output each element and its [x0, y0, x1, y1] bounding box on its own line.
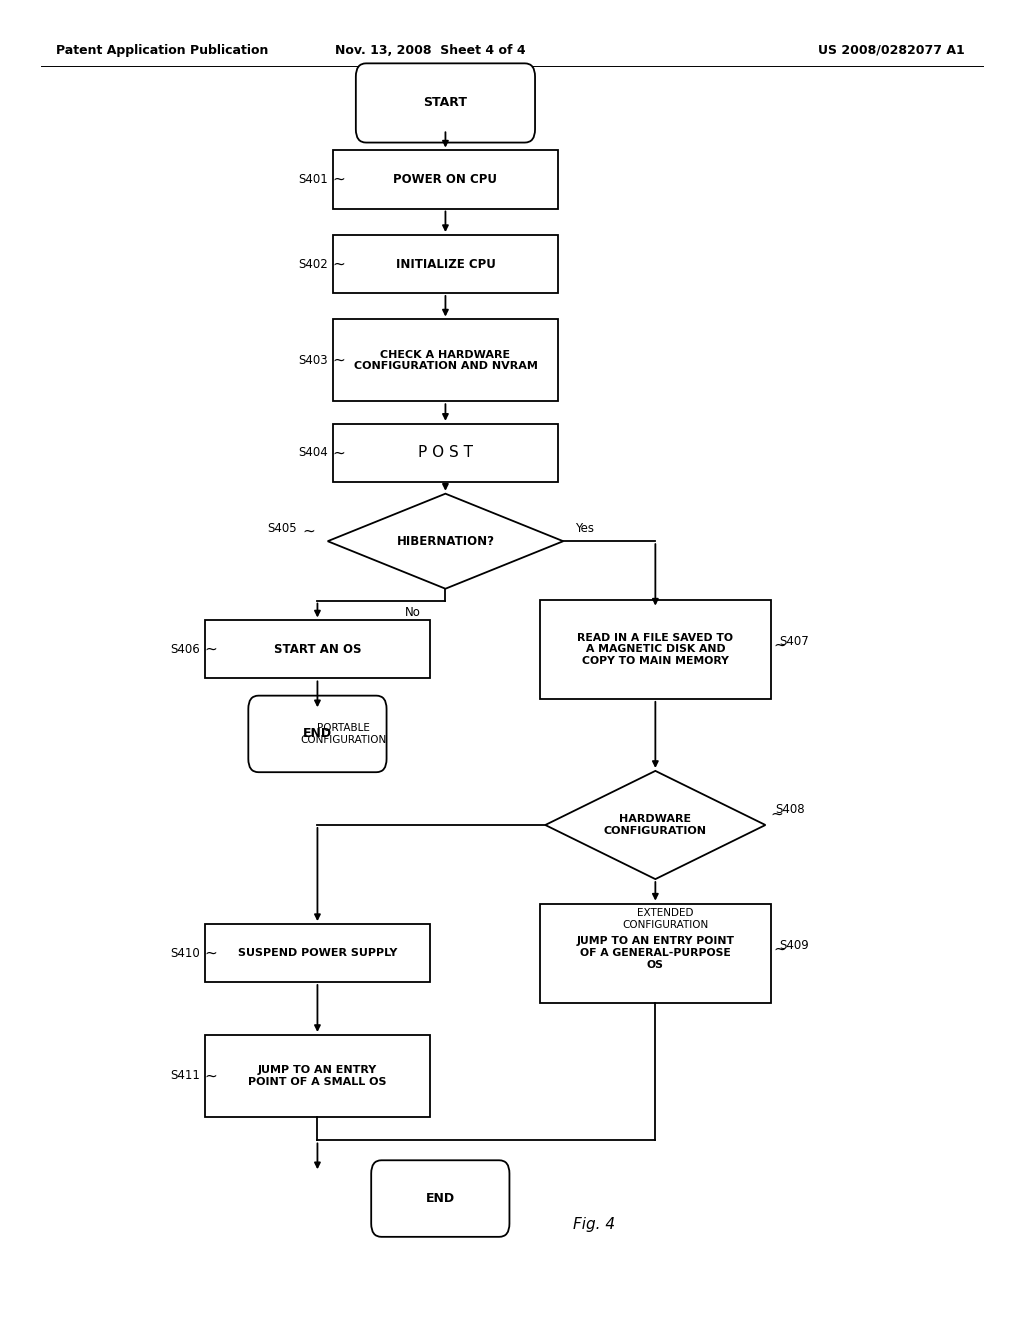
Text: START AN OS: START AN OS	[273, 643, 361, 656]
Bar	[333, 150, 558, 209]
Text: S408: S408	[776, 803, 805, 816]
Bar	[333, 424, 558, 482]
Text: READ IN A FILE SAVED TO
A MAGNETIC DISK AND
COPY TO MAIN MEMORY: READ IN A FILE SAVED TO A MAGNETIC DISK …	[578, 632, 733, 667]
Text: JUMP TO AN ENTRY POINT
OF A GENERAL-PURPOSE
OS: JUMP TO AN ENTRY POINT OF A GENERAL-PURP…	[577, 936, 734, 970]
Text: ~: ~	[771, 807, 783, 822]
Text: EXTENDED
CONFIGURATION: EXTENDED CONFIGURATION	[623, 908, 709, 929]
Text: P O S T: P O S T	[418, 445, 473, 461]
Text: S410: S410	[170, 946, 200, 960]
Text: US 2008/0282077 A1: US 2008/0282077 A1	[817, 44, 965, 57]
Bar	[205, 924, 430, 982]
Text: CHECK A HARDWARE
CONFIGURATION AND NVRAM: CHECK A HARDWARE CONFIGURATION AND NVRAM	[353, 350, 538, 371]
Bar	[205, 620, 430, 678]
Text: ~: ~	[333, 172, 345, 187]
Text: S409: S409	[779, 939, 809, 952]
FancyBboxPatch shape	[356, 63, 535, 143]
FancyBboxPatch shape	[248, 696, 387, 772]
Text: POWER ON CPU: POWER ON CPU	[393, 173, 498, 186]
Text: END: END	[426, 1192, 455, 1205]
Text: INITIALIZE CPU: INITIALIZE CPU	[395, 257, 496, 271]
Text: ~: ~	[774, 638, 786, 653]
Text: S404: S404	[298, 446, 328, 459]
Text: ~: ~	[205, 945, 217, 961]
Polygon shape	[545, 771, 766, 879]
Text: JUMP TO AN ENTRY
POINT OF A SMALL OS: JUMP TO AN ENTRY POINT OF A SMALL OS	[248, 1065, 387, 1086]
Text: ~: ~	[333, 445, 345, 461]
Text: START: START	[424, 96, 467, 110]
Text: ~: ~	[333, 256, 345, 272]
Text: Yes: Yes	[575, 521, 595, 535]
Text: Nov. 13, 2008  Sheet 4 of 4: Nov. 13, 2008 Sheet 4 of 4	[335, 44, 525, 57]
Text: HARDWARE
CONFIGURATION: HARDWARE CONFIGURATION	[604, 814, 707, 836]
Text: Fig. 4: Fig. 4	[572, 1217, 615, 1233]
Bar	[333, 235, 558, 293]
Text: S405: S405	[267, 521, 297, 535]
Bar	[205, 1035, 430, 1117]
Text: END: END	[303, 727, 332, 741]
Text: S407: S407	[779, 635, 809, 648]
Text: ~: ~	[302, 523, 314, 539]
Bar	[541, 903, 770, 1003]
Text: S406: S406	[170, 643, 200, 656]
Text: ~: ~	[333, 352, 345, 368]
Text: Patent Application Publication: Patent Application Publication	[56, 44, 268, 57]
Text: ~: ~	[205, 1068, 217, 1084]
Text: S403: S403	[298, 354, 328, 367]
FancyBboxPatch shape	[371, 1160, 510, 1237]
Text: SUSPEND POWER SUPPLY: SUSPEND POWER SUPPLY	[238, 948, 397, 958]
Text: ~: ~	[205, 642, 217, 657]
Text: PORTABLE
CONFIGURATION: PORTABLE CONFIGURATION	[300, 723, 386, 744]
Text: S402: S402	[298, 257, 328, 271]
Text: ~: ~	[774, 941, 786, 957]
Polygon shape	[328, 494, 563, 589]
Bar	[333, 319, 558, 401]
Text: S411: S411	[170, 1069, 200, 1082]
Bar	[541, 599, 770, 700]
Text: No: No	[404, 606, 421, 619]
Text: S401: S401	[298, 173, 328, 186]
Text: HIBERNATION?: HIBERNATION?	[396, 535, 495, 548]
